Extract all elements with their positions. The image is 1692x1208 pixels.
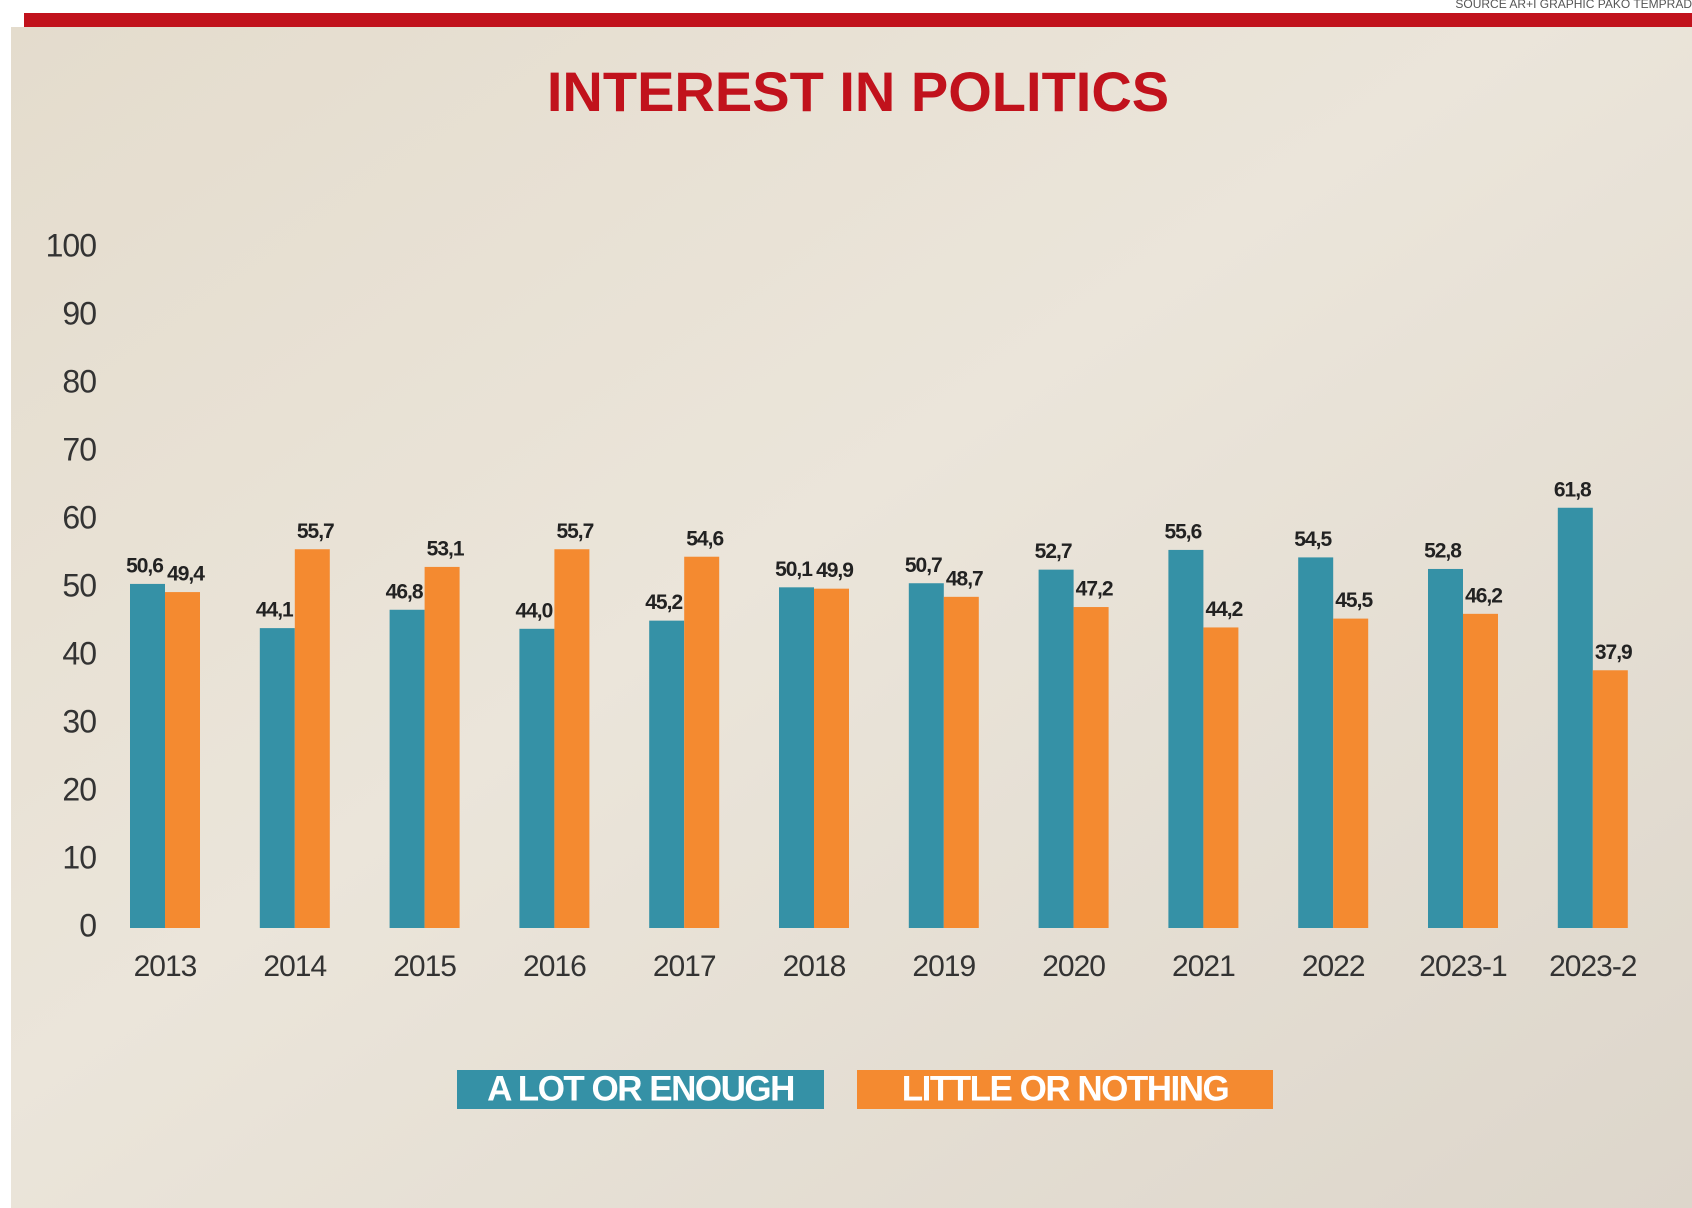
x-tick-label: 2021 — [1172, 950, 1235, 983]
bar — [908, 583, 944, 928]
value-label: 54,6 — [686, 527, 723, 550]
value-label: 50,7 — [905, 554, 942, 577]
y-tick-label: 10 — [62, 839, 96, 875]
bar — [779, 587, 814, 928]
x-tick-label: 2017 — [653, 950, 716, 983]
bar — [1557, 507, 1593, 928]
value-label: 50,6 — [126, 554, 163, 577]
value-label: 46,8 — [386, 580, 424, 603]
bar — [1463, 613, 1498, 928]
bar — [1073, 607, 1109, 928]
value-label: 49,9 — [816, 559, 853, 582]
x-tick-label: 2018 — [783, 950, 846, 983]
value-label: 47,2 — [1076, 578, 1113, 601]
bar — [165, 592, 200, 928]
bar — [130, 583, 165, 928]
value-label: 52,8 — [1424, 540, 1462, 563]
x-tick-label: 2022 — [1302, 950, 1365, 983]
bar — [943, 596, 979, 928]
y-tick-label: 0 — [79, 907, 96, 943]
value-label: 55,7 — [297, 520, 334, 543]
value-label: 55,7 — [556, 520, 593, 543]
bar — [649, 620, 685, 928]
x-tick-label: 2020 — [1042, 950, 1105, 983]
value-label: 37,9 — [1595, 641, 1632, 664]
value-label: 48,7 — [946, 567, 983, 590]
value-label: 44,1 — [256, 599, 294, 622]
bar — [814, 588, 849, 928]
photo-background — [11, 27, 1692, 1208]
value-label: 50,1 — [775, 558, 813, 581]
value-label: 45,5 — [1335, 589, 1373, 612]
y-tick-label: 30 — [62, 703, 96, 739]
legend-label: A LOT OR ENOUGH — [487, 1069, 794, 1108]
value-label: 61,8 — [1554, 478, 1592, 501]
bar — [1333, 618, 1369, 928]
value-label: 46,2 — [1465, 584, 1502, 607]
y-tick-label: 20 — [62, 771, 96, 807]
y-tick-label: 70 — [62, 431, 96, 467]
value-label: 49,4 — [167, 563, 205, 586]
value-label: 52,7 — [1035, 540, 1072, 563]
bar — [1168, 549, 1204, 928]
legend-swatch — [457, 1070, 824, 1109]
bar — [424, 566, 460, 928]
bar — [1298, 557, 1334, 928]
y-tick-label: 40 — [62, 635, 96, 671]
bar — [1203, 627, 1239, 928]
bar — [389, 609, 425, 928]
bar — [554, 549, 590, 928]
y-tick-label: 90 — [62, 295, 96, 331]
bar — [1592, 670, 1628, 928]
value-label: 54,5 — [1294, 528, 1332, 551]
x-tick-label: 2013 — [134, 950, 197, 983]
legend-swatch — [857, 1070, 1273, 1109]
x-tick-label: 2019 — [912, 950, 975, 983]
y-tick-label: 100 — [46, 227, 97, 263]
y-tick-label: 60 — [62, 499, 96, 535]
x-tick-label: 2016 — [523, 950, 586, 983]
bar — [1428, 568, 1463, 928]
top-rule — [24, 13, 1692, 27]
x-tick-label: 2015 — [393, 950, 456, 983]
chart-title: INTEREST IN POLITICS — [547, 60, 1169, 123]
bar — [294, 549, 330, 928]
bar — [684, 556, 720, 928]
value-label: 53,1 — [427, 537, 465, 560]
x-tick-label: 2014 — [263, 950, 326, 983]
y-tick-label: 50 — [62, 567, 96, 603]
bar — [519, 628, 555, 928]
bar — [259, 628, 295, 928]
value-label: 44,2 — [1205, 598, 1242, 621]
value-label: 55,6 — [1164, 520, 1201, 543]
source-credit: SOURCE AR+I GRAPHIC PAKO TEMPRAD — [1455, 0, 1692, 11]
y-tick-label: 80 — [62, 363, 96, 399]
bar — [1038, 569, 1074, 928]
legend-label: LITTLE OR NOTHING — [902, 1069, 1229, 1108]
x-tick-label: 2023-1 — [1419, 950, 1507, 983]
value-label: 45,2 — [645, 591, 682, 614]
x-tick-label: 2023-2 — [1549, 950, 1637, 983]
value-label: 44,0 — [515, 599, 552, 622]
